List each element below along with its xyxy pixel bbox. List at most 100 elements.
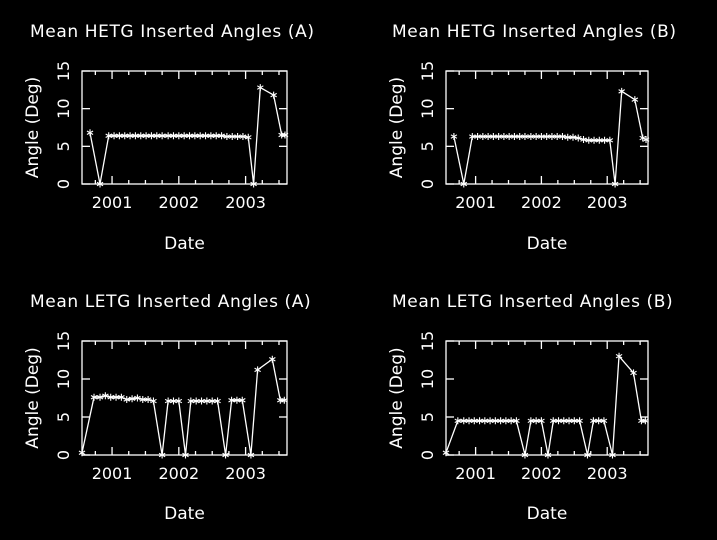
data-point-marker [521,451,529,459]
chart-panel: Mean LETG Inserted Angles (A) 0 5 10 15 2001 2… [23,292,311,524]
data-point-marker [513,417,520,425]
series-line [453,90,647,185]
data-point-marker [191,132,199,140]
data-point-marker [595,417,602,425]
series-line [89,86,285,185]
data-point-marker [281,131,289,139]
data-point-marker [570,417,578,425]
data-point-marker [500,133,508,141]
data-point-marker [454,417,462,425]
x-axis-label: Date [527,234,568,254]
data-point-marker [254,366,261,374]
x-tick-label: 2002 [521,193,562,212]
data-point-marker [559,133,566,141]
chart-title: Mean HETG Inserted Angles (A) [30,22,315,42]
data-point-marker [631,96,639,104]
data-point-marker [460,180,468,188]
y-tick-label: 0 [54,450,73,460]
y-axis-label: Angle (Deg) [23,347,43,448]
data-point-marker [187,397,195,405]
plot-frame [445,70,649,185]
plot-frame [445,340,649,456]
data-point-marker [576,417,583,425]
data-point-marker [78,449,86,457]
data-point-marker [212,132,220,140]
data-point-marker [600,417,608,425]
data-point-marker [238,396,246,404]
data-point-marker [564,133,572,141]
data-point-marker [502,417,510,425]
data-point-marker [574,134,582,142]
data-point-marker [198,397,205,405]
x-tick-label: 2001 [92,193,133,212]
data-point-marker [580,136,587,144]
data-point-marker [486,417,494,425]
y-axis-label: Angle (Deg) [387,77,407,178]
data-point-marker [164,397,172,405]
data-point-marker [239,133,247,141]
y-tick-label: 15 [418,331,437,351]
data-point-marker [96,180,104,188]
data-point-marker [490,133,497,141]
data-point-marker [565,417,573,425]
data-point-marker [112,393,120,401]
chart-title: Mean LETG Inserted Angles (B) [392,292,673,312]
data-point-marker [544,451,552,459]
x-tick-label: 2001 [455,464,496,483]
data-point-marker [497,417,504,425]
y-tick-label: 5 [54,141,73,151]
data-point-marker [270,91,277,99]
data-point-marker [150,397,157,405]
data-point-marker [134,394,141,402]
data-point-marker [223,133,231,141]
x-axis-label: Date [527,504,568,524]
data-point-marker [516,133,524,141]
data-point-marker [110,132,118,140]
data-point-marker [553,133,561,141]
data-point-marker [182,451,189,459]
data-point-marker [123,396,131,404]
data-point-marker [642,417,649,425]
data-point-marker [218,132,225,140]
data-point-marker [86,129,94,137]
data-point-marker [465,417,473,425]
chart-title: Mean HETG Inserted Angles (B) [392,22,677,42]
data-point-marker [121,132,129,140]
data-point-marker [492,417,499,425]
data-point-marker [495,133,502,141]
y-tick-label: 10 [418,369,437,389]
data-point-marker [228,396,235,404]
data-point-marker [170,397,177,405]
data-point-marker [507,417,515,425]
data-point-marker [611,180,619,188]
data-point-marker [476,417,483,425]
data-point-marker [532,133,540,141]
data-point-marker [247,451,255,459]
x-tick-label: 2002 [158,193,199,212]
data-point-marker [511,133,518,141]
y-tick-label: 5 [54,412,73,422]
data-point-marker [132,132,139,140]
y-tick-label: 5 [418,412,437,422]
x-axis-label: Date [164,234,205,254]
data-point-marker [180,132,188,140]
data-point-marker [538,133,545,141]
y-tick-label: 15 [418,61,437,81]
data-point-marker [196,132,204,140]
y-axis-label: Angle (Deg) [387,347,407,448]
data-point-marker [460,417,468,425]
y-tick-label: 0 [54,179,73,189]
x-tick-label: 2002 [158,464,199,483]
data-point-marker [203,397,211,405]
data-point-marker [153,132,161,140]
chart-panel: Mean HETG Inserted Angles (B) 0 5 10 15 2001 2… [387,22,677,254]
data-point-marker [142,132,150,140]
data-point-marker [116,132,123,140]
data-point-marker [548,133,556,141]
data-point-marker [479,133,487,141]
data-point-marker [256,84,264,92]
data-point-marker [606,136,614,144]
x-tick-label: 2001 [92,464,133,483]
y-tick-label: 0 [418,179,437,189]
